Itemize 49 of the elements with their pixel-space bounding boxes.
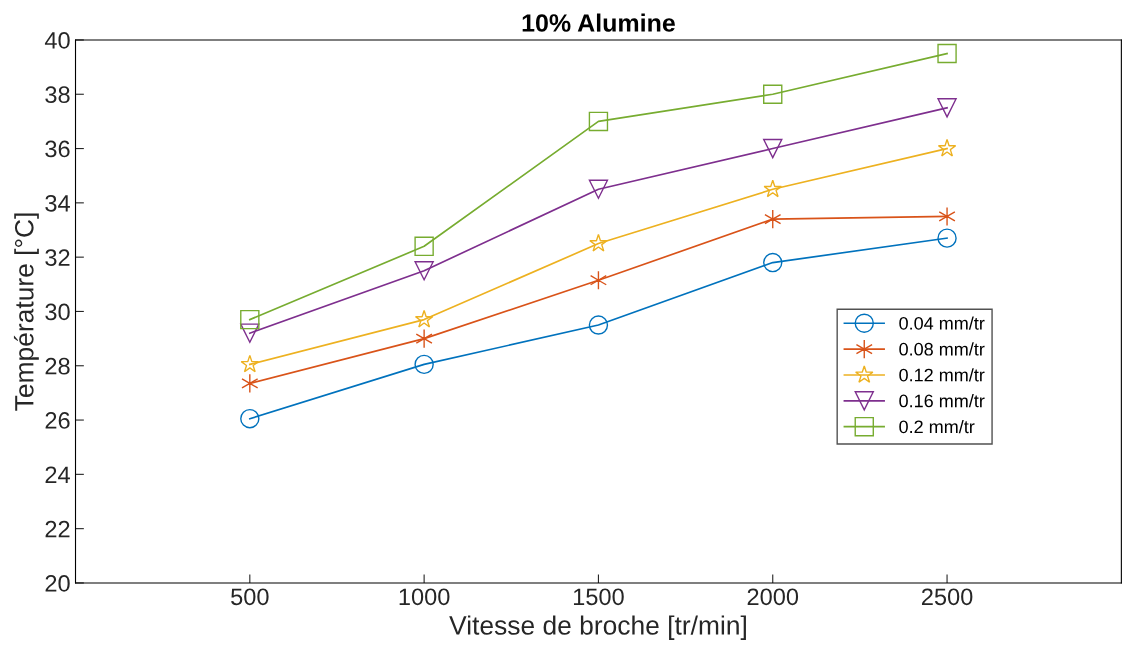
point [764,209,782,229]
legend-label: 0.04 mm/tr [899,316,985,330]
y-tick-label: 28 [45,357,70,375]
point [937,228,957,248]
y-tick-label: 38 [45,86,70,104]
x-axis-title: Vitesse de broche [tr/min] [449,615,746,640]
y-tick-label: 26 [45,412,70,429]
point [588,111,609,132]
point [763,138,783,159]
y-tick-label: 20 [45,575,70,592]
point [588,315,609,335]
x-tick-label: 2500 [921,588,973,606]
point [241,373,259,394]
legend-label: 0.2 mm/tr [899,419,975,434]
point [763,179,783,198]
point [589,233,608,252]
x-tick-label: 1500 [573,588,624,606]
y-tick-label: 24 [45,466,70,483]
x-tick-label: 2000 [747,588,799,606]
point [763,84,783,104]
point [414,236,434,257]
point [937,138,957,157]
y-tick-label: 30 [45,303,70,321]
y-tick-label: 40 [44,32,70,49]
point [937,98,957,118]
point [937,43,957,64]
y-tick-label: 22 [45,520,70,538]
legend-label: 0.08 mm/tr [899,342,985,356]
y-axis-title: Température [°C] [13,213,39,411]
x-tick-label: 1000 [399,588,450,606]
point [240,309,260,330]
point [588,179,609,200]
y-tick-label: 34 [45,194,70,212]
x-tick-label: 500 [231,588,269,606]
y-tick-label: 36 [45,140,70,158]
point [414,309,434,328]
chart-title: 10% Alumine [522,13,675,32]
point [589,270,607,290]
legend-label: 0.12 mm/tr [899,368,985,382]
point [414,354,434,375]
point [240,408,260,429]
point [240,354,260,373]
point [938,206,956,227]
y-tick-label: 32 [45,249,70,266]
point [763,252,783,273]
point [240,323,260,343]
point [415,328,433,349]
legend-label: 0.16 mm/tr [899,394,985,408]
point [414,261,434,281]
